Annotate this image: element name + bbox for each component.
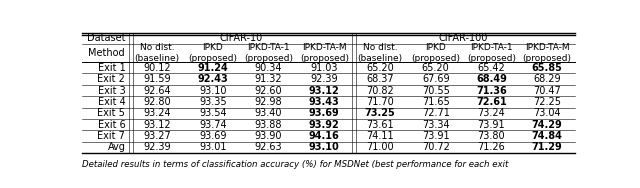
Text: 73.04: 73.04 bbox=[533, 108, 561, 118]
Text: 92.98: 92.98 bbox=[255, 97, 282, 107]
Text: 91.24: 91.24 bbox=[198, 63, 228, 73]
Text: 73.61: 73.61 bbox=[366, 120, 394, 130]
Text: 65.20: 65.20 bbox=[422, 63, 449, 73]
Text: 93.10: 93.10 bbox=[199, 86, 227, 96]
Text: 93.12: 93.12 bbox=[309, 86, 340, 96]
Text: 72.25: 72.25 bbox=[533, 97, 561, 107]
Text: 93.74: 93.74 bbox=[199, 120, 227, 130]
Text: 65.20: 65.20 bbox=[366, 63, 394, 73]
Text: 90.34: 90.34 bbox=[255, 63, 282, 73]
Text: Avg: Avg bbox=[108, 142, 125, 152]
Text: 93.35: 93.35 bbox=[199, 97, 227, 107]
Text: IPKD
(proposed): IPKD (proposed) bbox=[188, 43, 237, 63]
Text: 93.90: 93.90 bbox=[255, 131, 282, 141]
Text: IPKD-TA-M
(proposed): IPKD-TA-M (proposed) bbox=[300, 43, 349, 63]
Text: Exit 7: Exit 7 bbox=[97, 131, 125, 141]
Text: 92.64: 92.64 bbox=[143, 86, 171, 96]
Text: Dataset: Dataset bbox=[86, 33, 125, 43]
Text: 74.29: 74.29 bbox=[532, 120, 563, 130]
Text: 91.03: 91.03 bbox=[310, 63, 338, 73]
Text: 91.59: 91.59 bbox=[143, 74, 171, 84]
Text: 91.32: 91.32 bbox=[255, 74, 282, 84]
Text: Exit 6: Exit 6 bbox=[97, 120, 125, 130]
Text: 73.34: 73.34 bbox=[422, 120, 449, 130]
Text: 71.26: 71.26 bbox=[477, 142, 506, 152]
Text: 93.12: 93.12 bbox=[143, 120, 171, 130]
Text: 92.43: 92.43 bbox=[198, 74, 228, 84]
Text: 70.47: 70.47 bbox=[533, 86, 561, 96]
Text: CIFAR-100: CIFAR-100 bbox=[439, 33, 488, 43]
Text: 93.40: 93.40 bbox=[255, 108, 282, 118]
Text: 67.69: 67.69 bbox=[422, 74, 449, 84]
Text: No dist.
(baseline): No dist. (baseline) bbox=[357, 43, 403, 63]
Text: 93.43: 93.43 bbox=[309, 97, 340, 107]
Text: IPKD
(proposed): IPKD (proposed) bbox=[412, 43, 460, 63]
Text: 90.12: 90.12 bbox=[143, 63, 171, 73]
Text: No dist.
(baseline): No dist. (baseline) bbox=[134, 43, 180, 63]
Text: 93.69: 93.69 bbox=[309, 108, 340, 118]
Text: IPKD-TA-1
(proposed): IPKD-TA-1 (proposed) bbox=[467, 43, 516, 63]
Text: 74.11: 74.11 bbox=[366, 131, 394, 141]
Text: 93.10: 93.10 bbox=[309, 142, 340, 152]
Text: 71.00: 71.00 bbox=[366, 142, 394, 152]
Text: 73.24: 73.24 bbox=[477, 108, 506, 118]
Text: 92.60: 92.60 bbox=[255, 86, 282, 96]
Text: 73.91: 73.91 bbox=[477, 120, 505, 130]
Text: 92.63: 92.63 bbox=[255, 142, 282, 152]
Text: Exit 3: Exit 3 bbox=[97, 86, 125, 96]
Text: 68.29: 68.29 bbox=[533, 74, 561, 84]
Text: Exit 2: Exit 2 bbox=[97, 74, 125, 84]
Text: Method: Method bbox=[88, 48, 124, 58]
Text: 94.16: 94.16 bbox=[309, 131, 340, 141]
Text: Exit 4: Exit 4 bbox=[97, 97, 125, 107]
Text: 70.55: 70.55 bbox=[422, 86, 450, 96]
Text: 68.37: 68.37 bbox=[366, 74, 394, 84]
Text: 68.49: 68.49 bbox=[476, 74, 507, 84]
Text: 71.29: 71.29 bbox=[532, 142, 563, 152]
Text: Exit 1: Exit 1 bbox=[97, 63, 125, 73]
Text: 73.80: 73.80 bbox=[477, 131, 505, 141]
Text: 65.42: 65.42 bbox=[477, 63, 506, 73]
Text: IPKD-TA-M
(proposed): IPKD-TA-M (proposed) bbox=[523, 43, 572, 63]
Text: 93.88: 93.88 bbox=[255, 120, 282, 130]
Text: 71.65: 71.65 bbox=[422, 97, 449, 107]
Text: 65.85: 65.85 bbox=[532, 63, 563, 73]
Text: 71.70: 71.70 bbox=[366, 97, 394, 107]
Text: 71.36: 71.36 bbox=[476, 86, 507, 96]
Text: 93.69: 93.69 bbox=[199, 131, 227, 141]
Text: 92.80: 92.80 bbox=[143, 97, 171, 107]
Text: 92.39: 92.39 bbox=[143, 142, 171, 152]
Text: IPKD-TA-1
(proposed): IPKD-TA-1 (proposed) bbox=[244, 43, 293, 63]
Text: Exit 5: Exit 5 bbox=[97, 108, 125, 118]
Text: 93.92: 93.92 bbox=[309, 120, 340, 130]
Text: 93.54: 93.54 bbox=[199, 108, 227, 118]
Text: 72.71: 72.71 bbox=[422, 108, 450, 118]
Text: 74.84: 74.84 bbox=[532, 131, 563, 141]
Text: 93.01: 93.01 bbox=[199, 142, 227, 152]
Text: 70.82: 70.82 bbox=[366, 86, 394, 96]
Text: 93.27: 93.27 bbox=[143, 131, 171, 141]
Text: 73.91: 73.91 bbox=[422, 131, 449, 141]
Text: 92.39: 92.39 bbox=[310, 74, 338, 84]
Text: Detailed results in terms of classification accuracy (%) for MSDNet (best perfor: Detailed results in terms of classificat… bbox=[83, 160, 509, 169]
Text: 73.25: 73.25 bbox=[365, 108, 396, 118]
Text: 93.24: 93.24 bbox=[143, 108, 171, 118]
Text: 72.61: 72.61 bbox=[476, 97, 507, 107]
Text: CIFAR-10: CIFAR-10 bbox=[219, 33, 262, 43]
Text: 70.72: 70.72 bbox=[422, 142, 450, 152]
